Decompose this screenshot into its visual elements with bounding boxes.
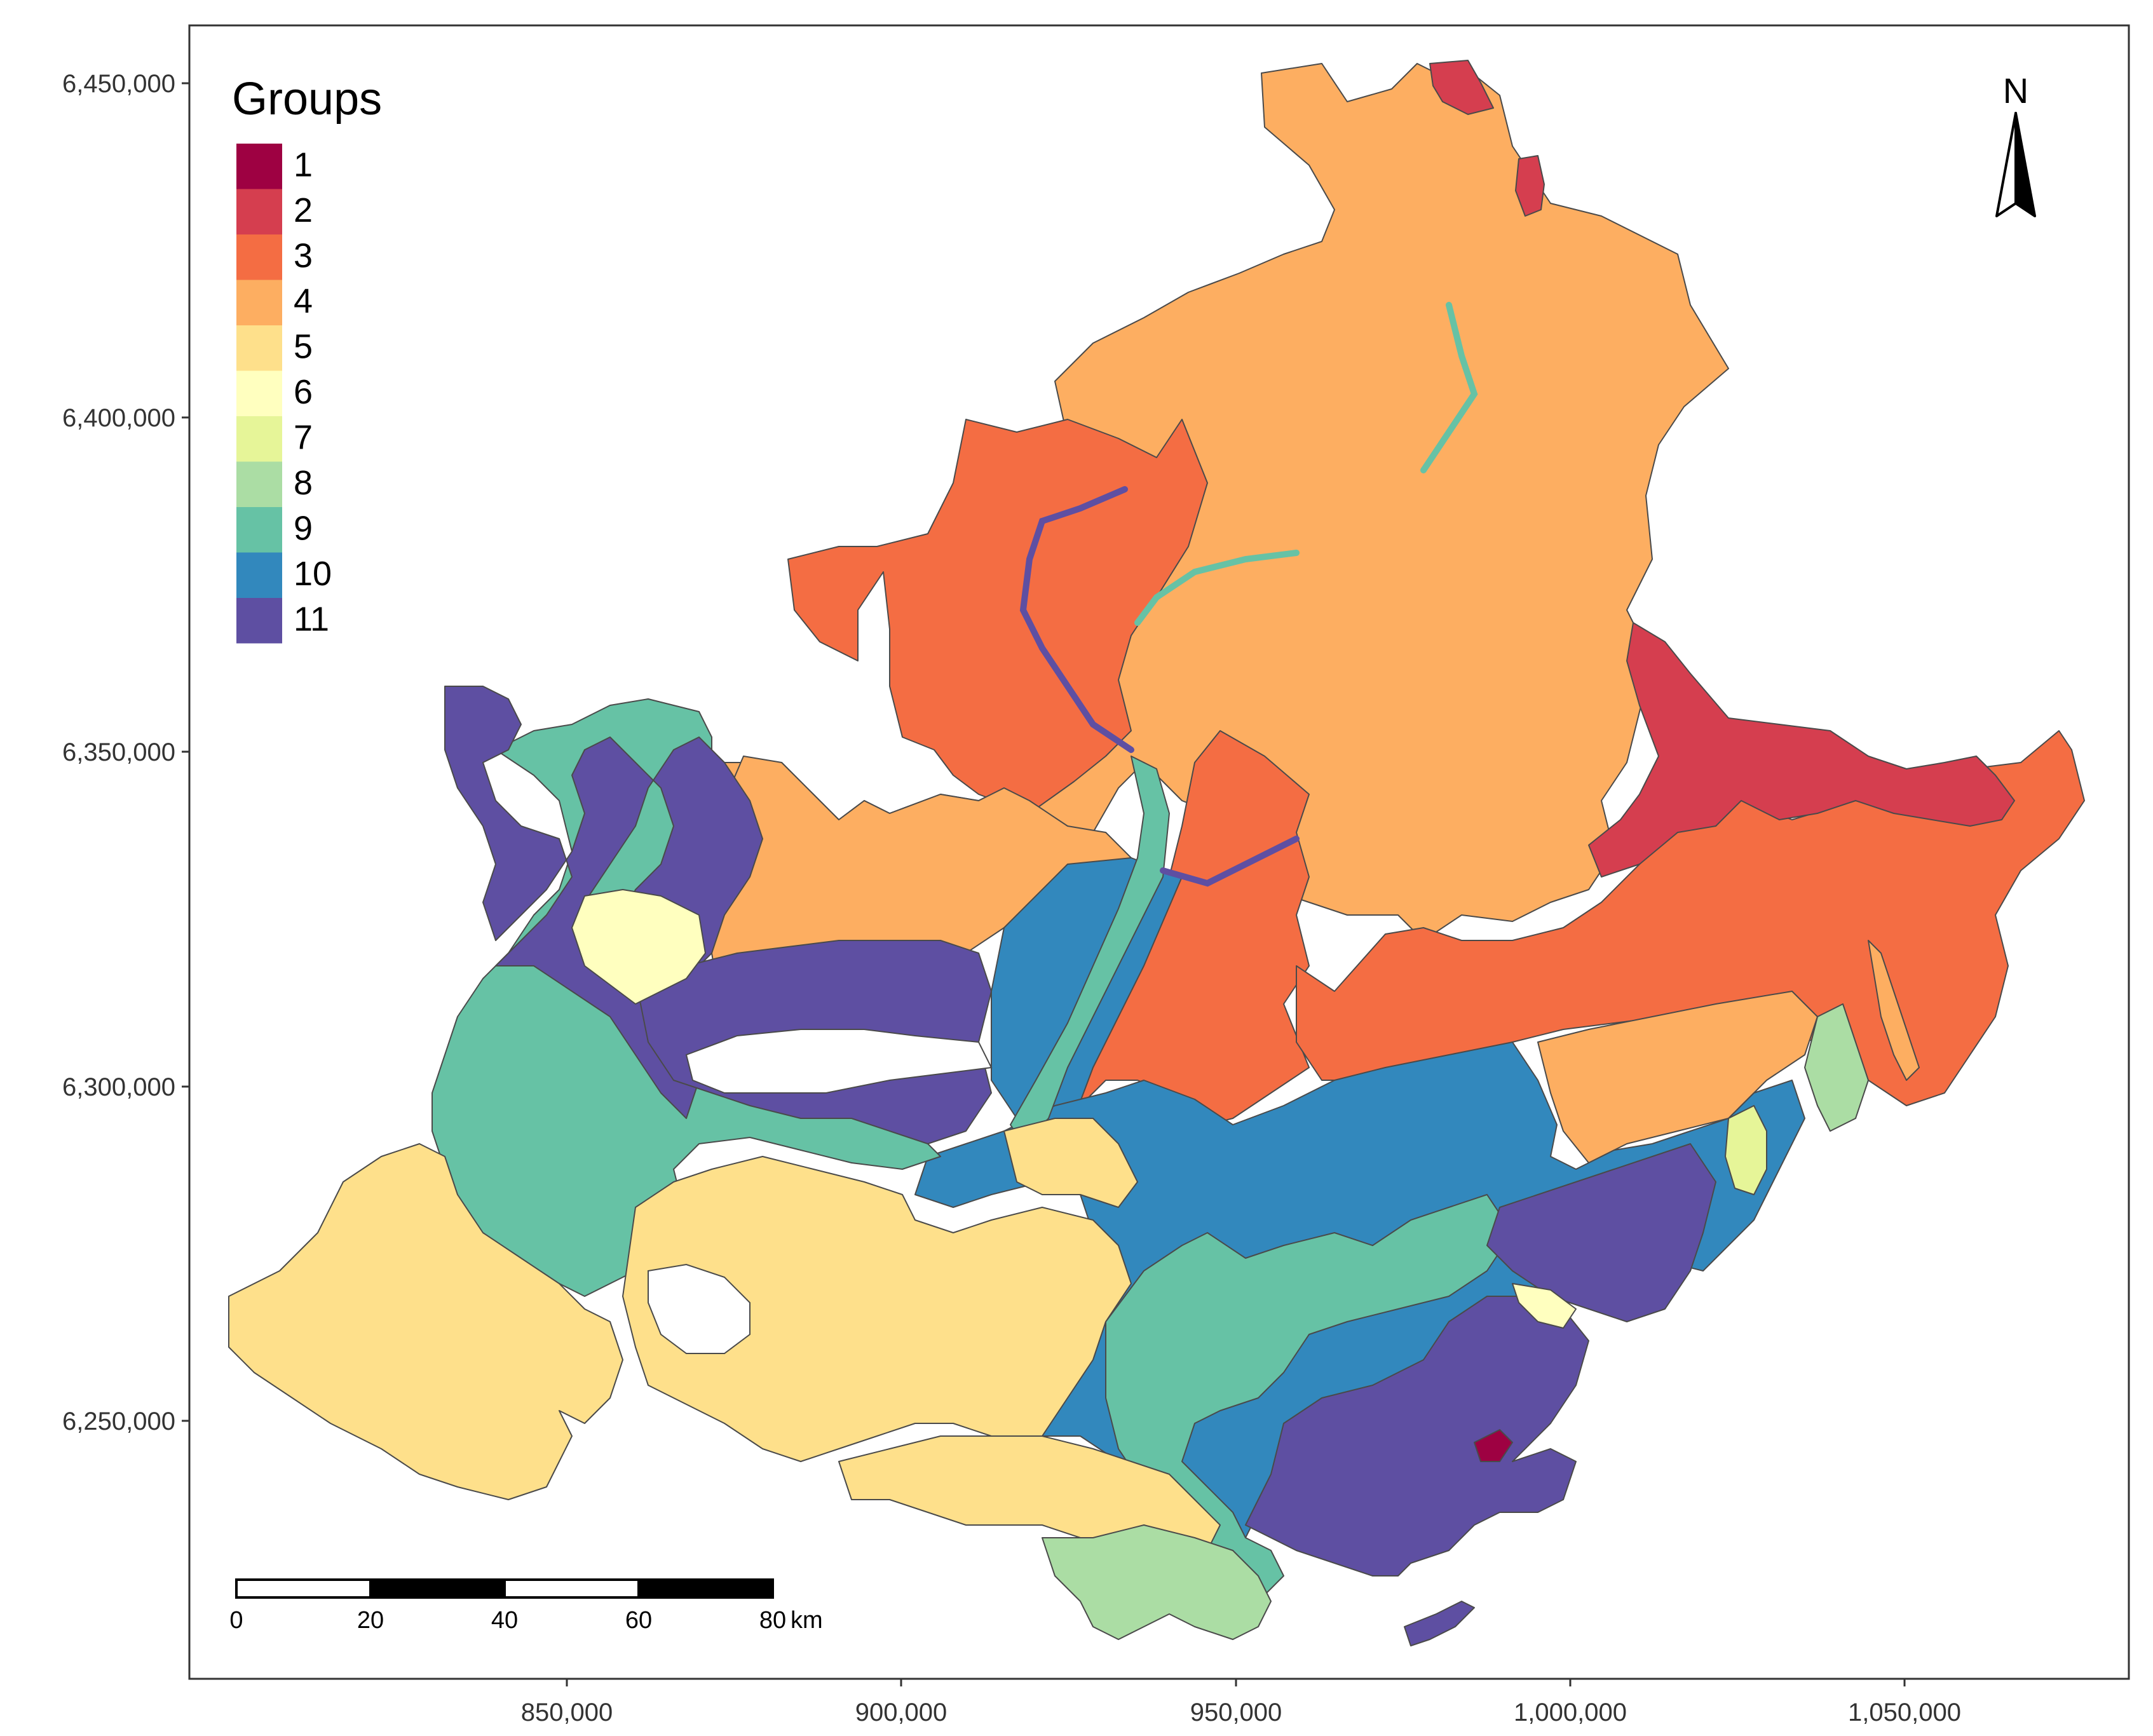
legend-swatch-10	[236, 552, 282, 598]
region-group-2-top-2	[1515, 155, 1545, 217]
map-regions	[228, 60, 2085, 1646]
river-line-4	[1134, 550, 1300, 626]
legend-label-1: 1	[294, 146, 313, 184]
scale-segment-4	[637, 1578, 774, 1599]
y-tick-label: 6,250,000	[62, 1407, 175, 1435]
region-group-4-east	[1537, 991, 1818, 1163]
legend-label-11: 11	[294, 600, 329, 638]
legend-swatch-7	[236, 416, 282, 462]
legend-items: 1 2 3 4 5 6 7 8 9 10 11	[236, 144, 332, 644]
x-tick-label: 1,000,000	[1514, 1699, 1627, 1726]
legend-label-2: 2	[294, 191, 313, 229]
legend-swatch-5	[236, 325, 282, 371]
north-arrow-right-half	[2014, 112, 2036, 217]
y-axis: 6,450,000 6,400,000 6,350,000 6,300,000 …	[62, 70, 189, 1435]
region-group-11-east-coast	[1486, 1143, 1716, 1322]
region-group-11-southeast	[1245, 1296, 1589, 1577]
x-tick-label: 900,000	[855, 1699, 947, 1726]
x-tick-label: 850,000	[521, 1699, 613, 1726]
north-arrow-label: N	[2003, 71, 2028, 111]
river-line-3	[1420, 302, 1478, 473]
river-line-2	[1160, 836, 1300, 887]
legend-label-5: 5	[294, 327, 313, 365]
scale-label: 60	[625, 1607, 652, 1634]
river-lines-green	[1134, 302, 1478, 626]
region-hole-lake	[685, 1029, 993, 1094]
legend-label-10: 10	[294, 555, 332, 593]
y-tick-label: 6,400,000	[62, 404, 175, 432]
legend-swatch-3	[236, 234, 282, 280]
x-tick-label: 1,050,000	[1848, 1699, 1961, 1726]
legend: Groups 1 2 3 4 5 6 7 8 9 10 11	[232, 74, 382, 644]
y-tick-label: 6,450,000	[62, 70, 175, 98]
river-lines	[1019, 486, 1300, 887]
legend-title: Groups	[232, 74, 382, 125]
legend-label-9: 9	[294, 509, 313, 547]
region-group-4-coast-slivers	[1868, 940, 1920, 1081]
scale-label: 20	[357, 1607, 384, 1634]
x-tick-label: 950,000	[1190, 1699, 1282, 1726]
region-group-2-east	[1588, 622, 2015, 878]
scale-unit: km	[791, 1607, 823, 1634]
region-group-5-central	[622, 1156, 1132, 1462]
region-group-6-southeast	[1512, 1283, 1577, 1329]
legend-swatch-9	[236, 507, 282, 553]
region-group-5-river-patch	[1003, 1118, 1138, 1208]
region-group-2-top-1	[1429, 60, 1494, 115]
scale-segment-1	[235, 1578, 372, 1599]
legend-swatch-4	[236, 280, 282, 325]
region-group-8-south	[1042, 1524, 1272, 1640]
region-group-3-northwest	[787, 419, 1208, 814]
scale-label: 80	[759, 1607, 786, 1634]
region-group-11-west	[444, 686, 763, 1119]
region-group-6-west	[571, 889, 706, 1005]
region-island-group-11	[1404, 1601, 1475, 1646]
scale-segment-2	[369, 1578, 506, 1599]
y-tick-label: 6,300,000	[62, 1073, 175, 1101]
north-arrow: N	[1995, 71, 2036, 217]
region-group-1-southeast	[1474, 1429, 1513, 1462]
region-hole-south	[648, 1263, 750, 1354]
scale-label: 40	[491, 1607, 518, 1634]
legend-label-3: 3	[294, 236, 313, 275]
scale-bar: 0 20 40 60 80 km	[229, 1578, 823, 1634]
scale-segment-3	[503, 1578, 640, 1599]
legend-swatch-1	[236, 144, 282, 189]
region-group-8-east	[1804, 1003, 1869, 1132]
legend-label-7: 7	[294, 418, 313, 456]
legend-swatch-11	[236, 598, 282, 644]
region-group-5-west	[228, 1143, 623, 1500]
legend-label-8: 8	[294, 464, 313, 502]
legend-swatch-8	[236, 461, 282, 507]
legend-swatch-6	[236, 370, 282, 416]
legend-label-6: 6	[294, 373, 313, 411]
y-tick-label: 6,350,000	[62, 738, 175, 766]
river-line-1	[1019, 486, 1134, 753]
x-axis: 850,000 900,000 950,000 1,000,000 1,050,…	[521, 1679, 1961, 1726]
region-group-7-east	[1725, 1105, 1767, 1195]
legend-label-4: 4	[294, 282, 313, 320]
legend-swatch-2	[236, 189, 282, 234]
scale-label: 0	[229, 1607, 243, 1634]
